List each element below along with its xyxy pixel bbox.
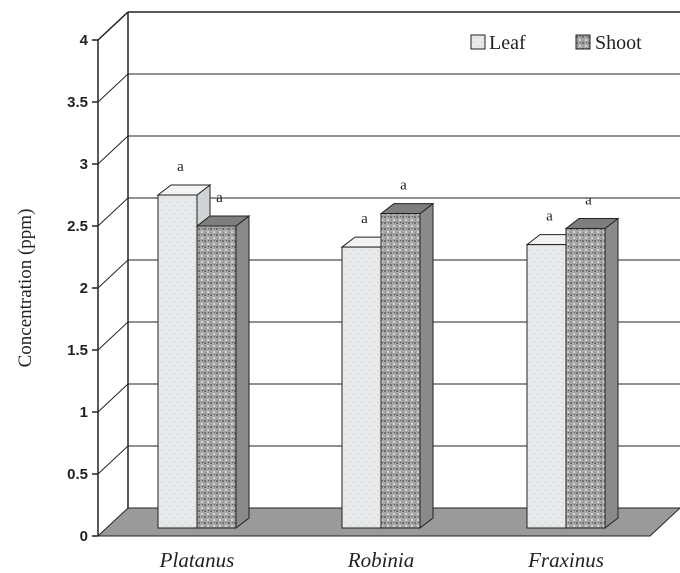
bar-side — [604, 217, 619, 530]
y-tick-label: 4 — [80, 32, 89, 49]
shoot-bar-robinia — [379, 202, 435, 530]
legend-swatch-leaf — [470, 34, 486, 50]
side-gridline — [97, 445, 129, 475]
y-tick-label: 3 — [80, 156, 88, 173]
bar-front — [341, 246, 382, 529]
legend-label-leaf: Leaf — [489, 32, 526, 54]
legend: Leaf Shoot — [470, 32, 642, 54]
y-tick-label: 0 — [80, 528, 88, 545]
shoot-bar-platanus — [195, 214, 251, 530]
significance-label: a — [216, 190, 223, 206]
significance-label: a — [546, 209, 553, 225]
legend-swatch-shoot — [575, 34, 591, 50]
bar-side — [235, 214, 250, 530]
significance-labels: a a a a a a — [177, 159, 592, 227]
y-tick-label: 3.5 — [67, 94, 88, 111]
bar-front — [565, 227, 606, 529]
side-gridline — [97, 383, 129, 413]
significance-label: a — [361, 211, 368, 227]
bar-side — [419, 202, 434, 530]
side-gridline — [97, 259, 129, 289]
x-axis-labels: Platanus Robinia Fraxinus — [159, 548, 604, 572]
side-gridline — [97, 321, 129, 351]
side-gridline — [97, 73, 129, 103]
side-gridline — [97, 11, 129, 41]
legend-label-shoot: Shoot — [595, 32, 642, 54]
y-tick-label: 2 — [80, 280, 88, 297]
bar-front — [526, 244, 567, 529]
side-gridline — [97, 197, 129, 227]
x-category-label: Robinia — [347, 548, 415, 572]
bar-front — [380, 213, 421, 529]
y-axis-ticks: 0 0.5 1 1.5 2 2.5 3 3.5 4 — [67, 32, 98, 545]
bars — [156, 183, 620, 530]
y-tick-label: 1 — [80, 404, 88, 421]
y-tick-label: 2.5 — [67, 218, 88, 235]
y-axis-title: Concentration (ppm) — [15, 209, 36, 368]
significance-label: a — [177, 159, 184, 175]
significance-label: a — [400, 178, 407, 194]
bar-front — [196, 225, 237, 529]
shoot-bar-fraxinus — [564, 217, 620, 530]
x-category-label: Fraxinus — [527, 548, 604, 572]
y-tick-label: 1.5 — [67, 342, 88, 359]
significance-label: a — [585, 192, 592, 208]
x-category-label: Platanus — [159, 548, 235, 572]
side-gridline — [97, 135, 129, 165]
bar-front — [157, 194, 198, 529]
y-tick-label: 0.5 — [67, 466, 88, 483]
